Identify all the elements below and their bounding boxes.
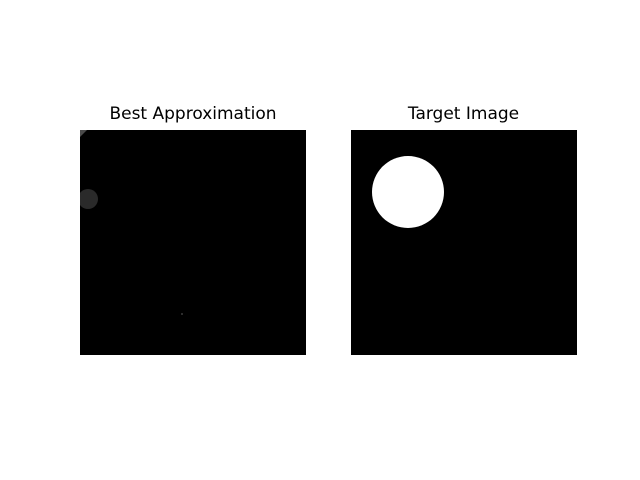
target-image-title: Target Image [407, 104, 520, 124]
target-image [351, 130, 577, 355]
best-approximation-title: Best Approximation [109, 104, 277, 124]
best-approximation-canvas [80, 130, 306, 355]
target-white-circle [372, 156, 444, 228]
target-background [351, 130, 577, 355]
approximation-background [80, 130, 306, 355]
approximation-corner-mark [80, 130, 87, 137]
target-image-canvas [351, 130, 577, 355]
approximation-faint-circle [80, 189, 98, 209]
best-approximation-image [80, 130, 306, 355]
approximation-speck [181, 313, 183, 315]
